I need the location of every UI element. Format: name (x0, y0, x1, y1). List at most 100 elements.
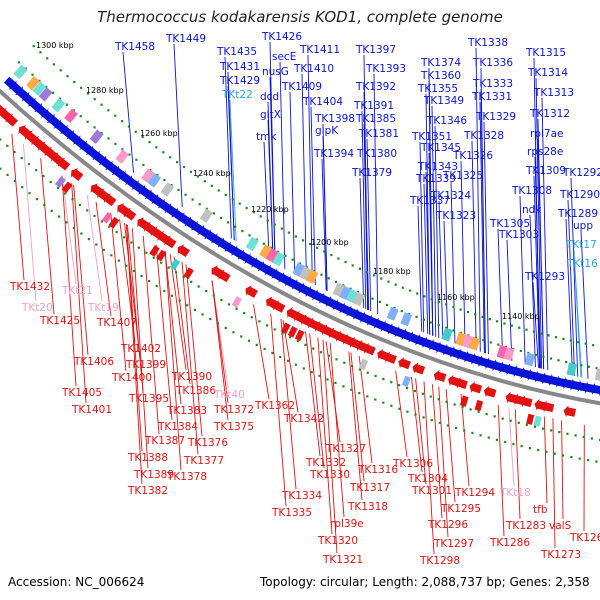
leader-line (574, 268, 583, 378)
gene-label-tk1381: TK1381 (358, 128, 399, 140)
gene-label-rpl7ae: rpl7ae (530, 128, 563, 140)
genome-stats: Topology: circular; Length: 2,088,737 bp… (260, 575, 590, 589)
tick-dot (310, 371, 313, 374)
reverse-gene-arrow (218, 269, 231, 283)
reverse-gene-arrow (5, 113, 19, 127)
tick-dot (558, 431, 561, 434)
kbp-tick-label: 1180 kbp (373, 267, 411, 276)
gene-label-gltx: gltX (260, 109, 281, 121)
feature-block (13, 64, 28, 80)
tick-dot (59, 69, 62, 72)
tick-dot (66, 75, 69, 78)
tick-dot (308, 242, 312, 246)
tick-dot (155, 146, 158, 149)
reverse-gene-arrow (412, 362, 426, 375)
tick-dot (488, 318, 491, 321)
feature-block (400, 312, 413, 327)
tick-dot (65, 221, 68, 224)
feature-block (352, 292, 366, 307)
gene-label-tk1435: TK1435 (216, 46, 257, 58)
gene-label-tk1377: TK1377 (183, 455, 224, 467)
tick-dot (186, 304, 189, 307)
gene-label-upp: upp (573, 220, 593, 232)
feature-block (305, 269, 319, 284)
tick-dot (463, 429, 466, 432)
tick-dot (281, 332, 284, 335)
leader-line (425, 171, 431, 335)
feature-block (386, 306, 399, 321)
gene-label-tk1338: TK1338 (467, 37, 508, 49)
gene-label-tk1332: TK1332 (305, 457, 346, 469)
leader-line (169, 254, 187, 371)
tick-dot (453, 403, 456, 406)
tick-dot (250, 316, 253, 319)
tick-dot (525, 423, 528, 426)
tick-dot (238, 202, 241, 205)
feature-block (533, 415, 542, 427)
tick-dot (21, 186, 24, 189)
tick-dot (176, 161, 179, 164)
leader-line (395, 370, 408, 458)
tick-dot (28, 192, 31, 195)
reverse-gene-arrow (519, 395, 533, 408)
gene-label-tk1318: TK1318 (347, 501, 388, 513)
tick-dot (73, 80, 76, 84)
gene-label-tk1394: TK1394 (313, 148, 354, 160)
tick-dot (542, 355, 545, 358)
leader-line (282, 320, 299, 413)
gene-label-tk1401: TK1401 (71, 404, 112, 416)
feature-block (199, 208, 214, 223)
reverse-gene-arrow (541, 400, 555, 413)
gene-label-tk1390: TK1390 (171, 371, 212, 383)
tick-dot (135, 158, 138, 161)
leader-line (73, 184, 89, 356)
gene-label-tk1329: TK1329 (475, 111, 516, 123)
leader-line (541, 97, 549, 371)
reverse-gene-arrow (245, 285, 258, 298)
tick-dot (387, 280, 390, 283)
tick-dot (255, 343, 258, 346)
leader-line (532, 281, 539, 368)
gene-label-tk1382: TK1382 (127, 485, 168, 497)
tick-dot (141, 135, 144, 139)
tick-dot (100, 103, 103, 106)
tick-dot (334, 280, 338, 283)
gene-label-tk1297: TK1297 (433, 538, 474, 550)
gene-label-tkt40: TKt40 (213, 389, 245, 401)
gene-label-tk1432: TK1432 (9, 281, 50, 293)
tick-dot (13, 150, 16, 154)
tick-dot (373, 274, 376, 277)
gene-label-tk1295: TK1295 (440, 503, 481, 515)
leader-line (181, 261, 199, 455)
map-title: Thermococcus kodakarensis KOD1, complete… (97, 8, 503, 26)
tick-dot (235, 307, 238, 310)
tick-dot (590, 437, 594, 440)
reverse-gene-arrow (398, 357, 411, 370)
tick-dot (445, 400, 448, 404)
gene-label-tk1393: TK1393 (365, 63, 406, 75)
gene-label-tk1375: TK1375 (213, 421, 254, 433)
gene-label-tk1388: TK1388 (127, 452, 168, 464)
tick-dot (406, 410, 409, 413)
tick-dot (273, 223, 276, 226)
tick-dot (258, 320, 261, 323)
tick-dot (130, 241, 133, 244)
tick-dot (57, 215, 61, 218)
gene-label-tk1320: TK1320 (317, 535, 358, 547)
gene-label-tk1431: TK1431 (219, 61, 260, 73)
leader-line (534, 156, 542, 369)
gene-label-tk1387: TK1387 (144, 435, 185, 447)
reverse-gene-arrow (563, 405, 577, 418)
tick-dot (334, 381, 337, 385)
tick-dot (6, 144, 9, 147)
tick-dot (196, 175, 199, 178)
gene-label-tk1392: TK1392 (355, 81, 396, 93)
tick-dot (437, 300, 441, 303)
tick-dot (423, 295, 426, 298)
leader-line (164, 250, 182, 471)
feature-block (566, 362, 577, 376)
tick-dot (416, 292, 419, 295)
gene-label-tk1345: TK1345 (420, 142, 461, 154)
tick-dot (114, 142, 117, 145)
leader-line (445, 389, 456, 503)
